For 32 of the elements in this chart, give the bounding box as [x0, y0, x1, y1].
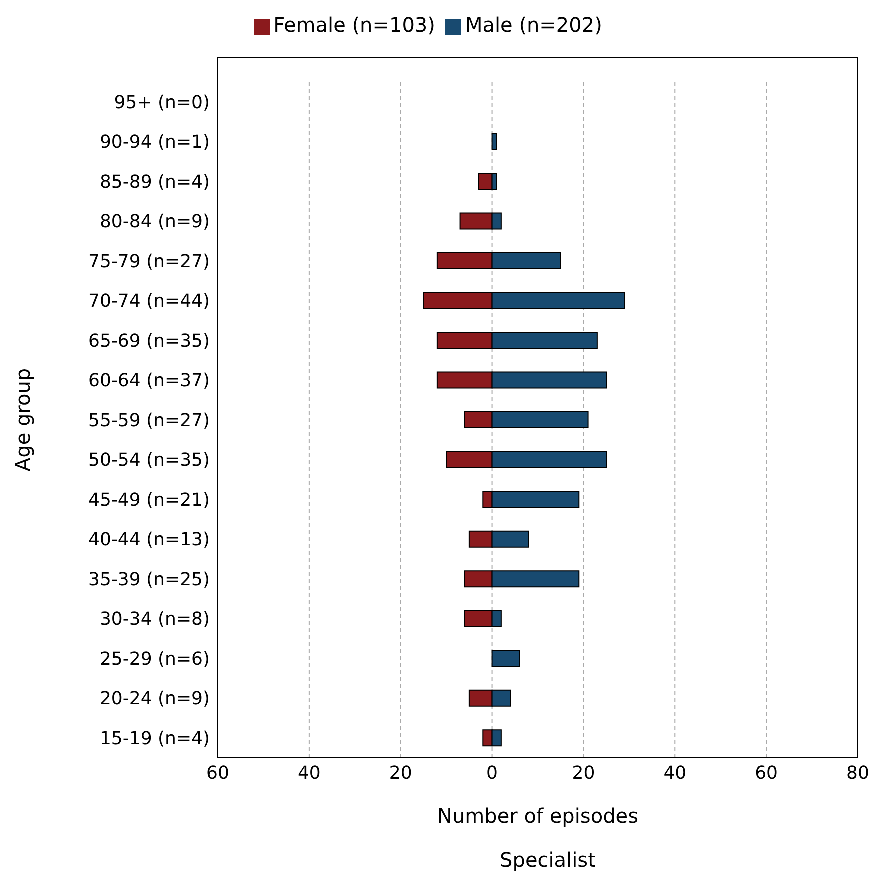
y-tick-label: 55-59 (n=27): [88, 410, 210, 432]
x-axis-title: Number of episodes: [438, 804, 638, 828]
y-tick-label: 75-79 (n=27): [88, 251, 210, 272]
y-tick-label: 20-24 (n=9): [100, 688, 210, 710]
y-tick-label: 50-54 (n=35): [88, 450, 210, 472]
x-tick-label: 0: [486, 762, 498, 784]
y-tick-label: 85-89 (n=4): [100, 172, 210, 193]
legend-label: Female (n=103): [274, 13, 436, 37]
y-tick-label: 60-64 (n=37): [88, 370, 210, 392]
y-tick-label: 30-34 (n=8): [100, 609, 210, 630]
x-tick-label: 60: [206, 762, 230, 784]
legend-label: Male (n=202): [465, 13, 602, 37]
y-tick-label: 95+ (n=0): [114, 92, 210, 114]
y-tick-label: 40-44 (n=13): [88, 530, 210, 551]
x-tick-label: 40: [664, 762, 687, 784]
x-tick-label: 60: [755, 762, 778, 784]
x-tick-label: 40: [298, 762, 321, 784]
text: Specialist: [499, 848, 597, 872]
y-tick-label: 70-74 (n=44): [88, 291, 210, 312]
y-tick-label: 80-84 (n=9): [100, 212, 210, 233]
bar: [492, 133, 498, 150]
y-tick-label: 90-94 (n=1): [100, 132, 210, 154]
x-tick-label: 20: [572, 762, 596, 784]
y-tick-label: 15-19 (n=4): [100, 728, 210, 750]
x-tick-label: 20: [389, 762, 412, 784]
y-tick-label: 65-69 (n=35): [88, 330, 210, 352]
y-tick-label: 25-29 (n=6): [100, 648, 210, 670]
y-tick-label: 35-39 (n=25): [88, 569, 210, 590]
x-tick-label: 80: [846, 762, 870, 784]
y-tick-label: 45-49 (n=21): [88, 490, 210, 511]
y-axis-title: Age group: [11, 368, 36, 472]
bar: [492, 650, 520, 668]
